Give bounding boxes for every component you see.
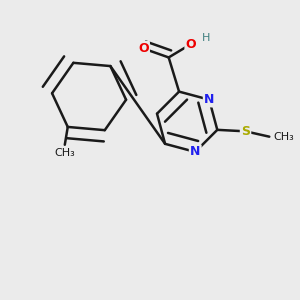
Text: O: O <box>186 38 196 51</box>
Text: H: H <box>202 33 210 43</box>
Text: CH₃: CH₃ <box>54 148 75 158</box>
Text: N: N <box>204 93 214 106</box>
Text: N: N <box>190 146 200 158</box>
Text: S: S <box>241 125 250 138</box>
Text: CH₃: CH₃ <box>273 132 294 142</box>
Text: O: O <box>138 42 149 55</box>
